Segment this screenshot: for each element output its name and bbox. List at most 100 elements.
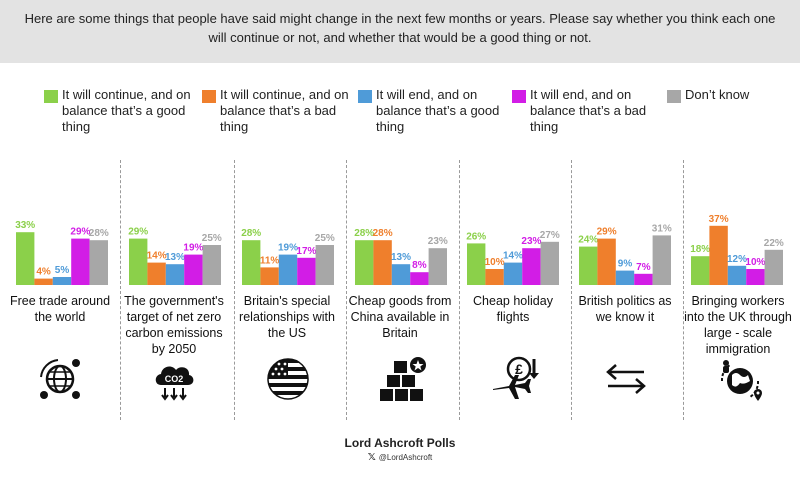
legend-swatch — [512, 90, 526, 103]
footer-handle-text: @LordAshcroft — [378, 453, 433, 462]
legend-swatch — [44, 90, 58, 103]
bar-value-label: 29% — [128, 227, 148, 238]
legend-item-end-bad: It will end, and on balance that’s a bad… — [512, 87, 660, 137]
bar-value-label: 9% — [618, 259, 633, 270]
category-label: Cheap holiday flights — [473, 294, 553, 324]
bar-end-bad — [410, 272, 429, 285]
bar-end-bad — [184, 254, 203, 285]
bar-group: 33% 4% 5% 29%28% — [15, 220, 109, 285]
bar-end-good — [52, 277, 72, 285]
bar-end-bad — [297, 257, 316, 285]
bar-end-good — [165, 264, 185, 285]
bar-value-label: 29% — [597, 227, 617, 238]
bar-group: 28% 11%19%17% 25% — [241, 228, 335, 285]
bar-value-label: 4% — [36, 267, 51, 278]
bar-continue-bad — [597, 238, 616, 285]
bar-value-label: 26% — [466, 231, 486, 242]
bar-value-label: 24% — [578, 235, 598, 246]
category-label: The government's target of net zero carb… — [124, 294, 224, 356]
bar-value-label: 22% — [764, 238, 784, 249]
bar-continue-bad — [485, 269, 504, 285]
co2-cloud-icon: CO2 — [155, 366, 194, 401]
bar-group: 29% 14%13%19%25% — [128, 227, 222, 285]
question-header: Here are some things that people have sa… — [0, 0, 800, 63]
bar-continue-bad — [147, 262, 166, 285]
bar-value-label: 23% — [428, 236, 448, 247]
category-label: Cheap goods from China available in Brit… — [348, 294, 452, 340]
bar-end-bad — [746, 269, 765, 285]
bar-value-label: 29% — [70, 227, 90, 238]
bar-value-label: 28% — [89, 228, 109, 239]
bar-group: 18% 37% 12%10% 22% — [690, 214, 784, 285]
bar-end-good — [391, 264, 411, 285]
pound-flight-icon: £ — [493, 356, 539, 399]
bar-dont-know — [428, 248, 447, 285]
bar-group: 26% 10%14% 23%27% — [466, 230, 560, 285]
bar-dont-know — [540, 241, 559, 285]
bar-value-label: 10% — [745, 257, 765, 268]
bar-value-label: 28% — [373, 228, 393, 239]
china-goods-boxes-icon — [380, 357, 426, 401]
legend-label: It will continue, and on balance that’s … — [62, 87, 191, 134]
bar-value-label: 11% — [260, 255, 280, 266]
bar-continue-good — [242, 240, 261, 285]
legend-item-continue-good: It will continue, and on balance that’s … — [44, 87, 192, 137]
bar-value-label: 18% — [690, 244, 710, 255]
swap-arrows-icon — [606, 364, 646, 394]
bar-value-label: 13% — [165, 252, 185, 263]
bar-continue-good — [355, 240, 374, 285]
legend-item-end-good: It will end, and on balance that’s a goo… — [358, 87, 506, 137]
svg-text:CO2: CO2 — [165, 374, 184, 384]
category-label: Bringing workers into the UK through lar… — [684, 294, 792, 356]
bar-dont-know — [764, 249, 783, 285]
bar-dont-know — [315, 245, 334, 285]
group-divider — [234, 160, 235, 420]
globe-network-icon — [40, 359, 80, 399]
bar-value-label: 19% — [278, 243, 298, 254]
legend-label: Don’t know — [685, 87, 750, 102]
bar-value-label: 8% — [412, 260, 427, 271]
bar-value-label: 17% — [296, 246, 316, 257]
bar-value-label: 19% — [183, 243, 203, 254]
footer-handle: 𝕏 @LordAshcroft — [0, 452, 800, 463]
bar-continue-bad — [260, 267, 279, 285]
bar-continue-bad — [709, 225, 728, 285]
group-divider — [346, 160, 347, 420]
bar-value-label: 27% — [540, 230, 560, 241]
bar-dont-know — [652, 235, 671, 285]
bar-value-label: 7% — [636, 262, 651, 273]
bar-continue-good — [16, 232, 35, 285]
svg-text:£: £ — [515, 361, 523, 377]
category-label: British politics as we know it — [578, 294, 672, 324]
group-divider — [120, 160, 121, 420]
bar-value-label: 5% — [55, 265, 70, 276]
footer-title: Lord Ashcroft Polls — [344, 436, 456, 450]
x-logo-icon: 𝕏 — [367, 452, 376, 463]
bar-value-label: 14% — [503, 251, 523, 262]
bar-dont-know — [202, 245, 221, 285]
bar-continue-bad — [34, 278, 53, 285]
legend-item-dont-know: Don’t know — [667, 87, 800, 137]
bar-continue-bad — [373, 240, 392, 285]
bar-value-label: 12% — [727, 254, 747, 265]
bar-value-label: 10% — [485, 257, 505, 268]
bar-end-bad — [634, 273, 653, 285]
bar-value-label: 14% — [147, 251, 167, 262]
legend-label: It will end, and on balance that’s a goo… — [376, 87, 500, 134]
bar-end-bad — [71, 238, 90, 285]
bar-end-good — [615, 270, 635, 285]
bar-end-good — [503, 262, 523, 285]
bar-dont-know — [89, 240, 108, 285]
bar-value-label: 28% — [354, 228, 374, 239]
bar-continue-good — [467, 243, 486, 285]
group-divider — [683, 160, 684, 420]
legend-swatch — [667, 90, 681, 103]
legend-swatch — [358, 90, 372, 103]
legend-swatch — [202, 90, 216, 103]
legend-label: It will end, and on balance that’s a bad… — [530, 87, 647, 134]
bar-continue-good — [579, 246, 598, 285]
bar-continue-good — [129, 238, 148, 285]
bar-group: 28%28% 13%8% 23% — [354, 228, 448, 285]
bar-value-label: 13% — [391, 252, 411, 263]
